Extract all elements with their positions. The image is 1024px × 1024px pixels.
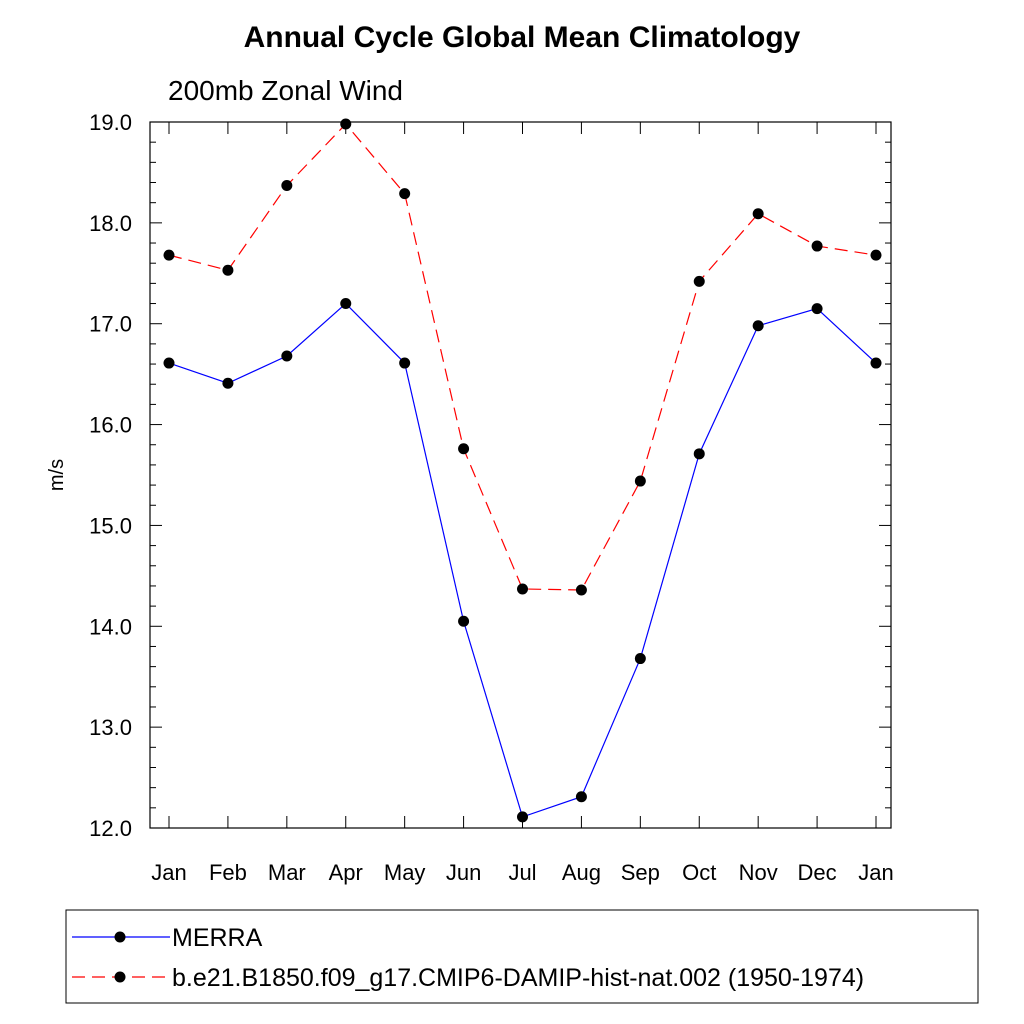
data-point xyxy=(517,583,528,595)
series-line-1 xyxy=(168,302,877,818)
data-point xyxy=(870,357,882,369)
data-point xyxy=(163,249,175,261)
x-tick-label: Jan xyxy=(858,860,893,885)
x-tick-label: Dec xyxy=(798,860,837,885)
x-tick-label: Mar xyxy=(268,860,306,885)
data-point xyxy=(222,377,234,389)
data-point xyxy=(458,443,470,455)
data-point xyxy=(222,264,234,276)
x-tick-label: May xyxy=(384,860,426,885)
y-tick-label: 17.0 xyxy=(89,312,132,337)
data-point xyxy=(634,653,646,665)
data-point xyxy=(575,791,587,803)
legend-label-1: MERRA xyxy=(172,924,263,952)
x-tick-label: Apr xyxy=(329,860,363,885)
data-point xyxy=(811,303,823,315)
y-tick-label: 13.0 xyxy=(89,715,132,740)
data-point xyxy=(399,188,411,200)
data-point xyxy=(811,240,823,252)
data-point xyxy=(281,180,293,192)
y-tick-label: 15.0 xyxy=(89,513,132,538)
chart-subtitle: 200mb Zonal Wind xyxy=(168,75,403,106)
data-point xyxy=(752,320,764,332)
y-tick-label: 12.0 xyxy=(89,816,132,841)
legend-box xyxy=(65,909,979,1004)
chart-title: Annual Cycle Global Mean Climatology xyxy=(244,21,801,54)
legend-marker-1 xyxy=(114,931,126,943)
data-point xyxy=(517,811,528,823)
data-point xyxy=(693,448,705,460)
x-tick-label: Sep xyxy=(621,860,660,885)
series-line-2 xyxy=(168,123,877,591)
y-tick-label: 18.0 xyxy=(89,211,132,236)
y-tick-label: 14.0 xyxy=(89,614,132,639)
x-tick-label: Feb xyxy=(209,860,247,885)
x-tick-label: Jul xyxy=(508,860,536,885)
y-tick-label: 19.0 xyxy=(89,110,132,135)
series-layer xyxy=(163,118,882,823)
data-point xyxy=(399,357,411,369)
y-tick-label: 16.0 xyxy=(89,413,132,438)
data-point xyxy=(281,350,293,362)
data-point xyxy=(340,118,352,130)
data-point xyxy=(634,475,646,487)
data-point xyxy=(870,249,882,261)
data-point xyxy=(693,275,705,287)
x-tick-label: Jan xyxy=(151,860,186,885)
data-point xyxy=(340,298,352,310)
data-point xyxy=(163,357,175,369)
legend: MERRA b.e21.B1850.f09_g17.CMIP6-DAMIP-his… xyxy=(72,924,864,992)
legend-label-2: b.e21.B1850.f09_g17.CMIP6-DAMIP-hist-nat… xyxy=(172,964,864,992)
data-point xyxy=(752,208,764,220)
data-point xyxy=(575,584,587,596)
x-tick-label: Oct xyxy=(682,860,716,885)
plot-frame xyxy=(149,121,892,829)
x-tick-label: Jun xyxy=(446,860,481,885)
axis-ticks: 12.0 13.0 14.0 15.0 16.0 17.0 18.0 19.0 Jan Feb Ma… xyxy=(89,110,894,885)
y-axis-label: m/s xyxy=(46,459,68,491)
x-tick-label: Aug xyxy=(562,860,601,885)
legend-marker-2 xyxy=(114,971,126,983)
data-point xyxy=(458,615,470,627)
x-tick-label: Nov xyxy=(739,860,778,885)
